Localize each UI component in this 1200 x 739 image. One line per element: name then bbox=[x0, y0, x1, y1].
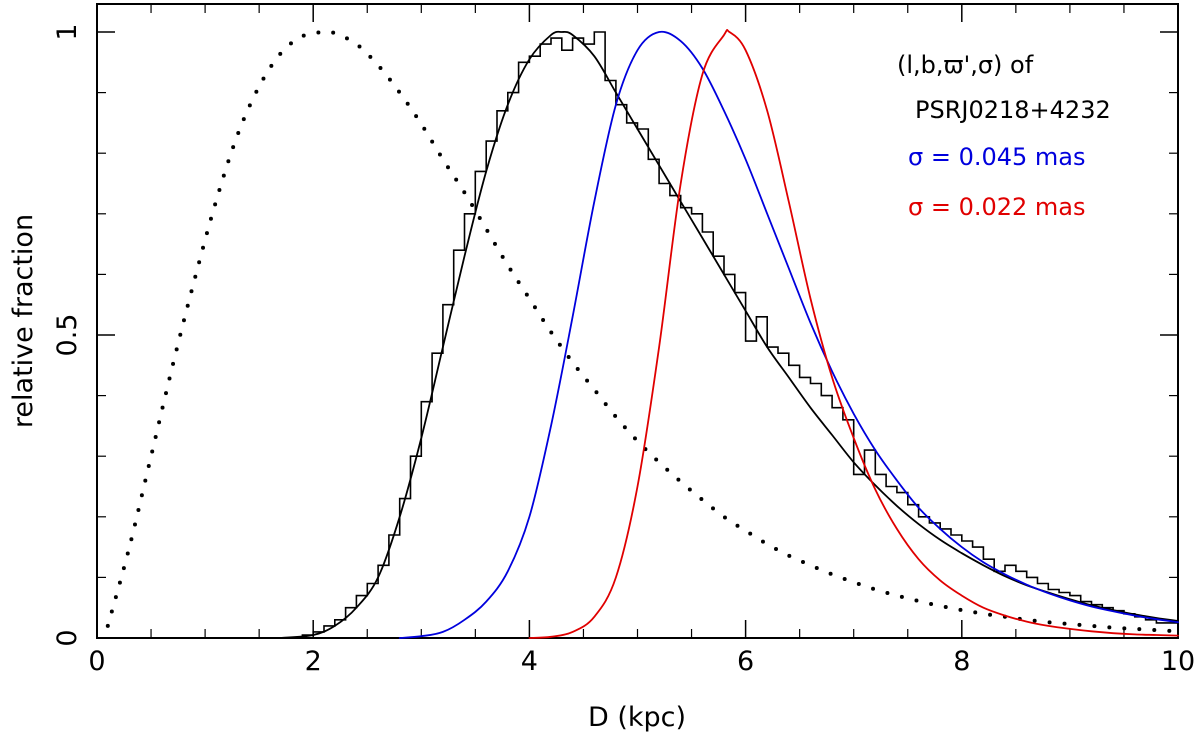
series-0-line bbox=[105, 29, 1180, 634]
x-axis-title: D (kpc) bbox=[588, 702, 686, 733]
x-tick-label: 0 bbox=[88, 646, 105, 677]
histogram-steps bbox=[301, 31, 1178, 638]
series-3-line bbox=[398, 30, 1179, 639]
series-layer bbox=[105, 29, 1180, 639]
ticks bbox=[96, 4, 1179, 639]
y-tick-label: 1 bbox=[52, 23, 83, 40]
legend-red-label: σ = 0.022 mas bbox=[908, 193, 1086, 221]
legend-blue-label: σ = 0.045 mas bbox=[908, 143, 1086, 171]
tick-labels: 0 2 4 6 8 10 0 0.5 1 bbox=[52, 23, 1195, 677]
y-axis-title: relative fraction bbox=[8, 214, 39, 428]
annotation-params: (l,b,ϖ',σ) of bbox=[897, 51, 1034, 79]
x-tick-label: 4 bbox=[521, 646, 538, 677]
annotation-pulsar: PSRJ0218+4232 bbox=[915, 96, 1111, 124]
x-tick-label: 8 bbox=[953, 646, 970, 677]
series-4-line bbox=[528, 29, 1179, 639]
y-tick-label: 0.5 bbox=[52, 314, 83, 357]
x-tick-label: 2 bbox=[305, 646, 322, 677]
y-tick-label: 0 bbox=[52, 629, 83, 646]
x-tick-label: 6 bbox=[737, 646, 754, 677]
x-tick-label: 10 bbox=[1161, 646, 1195, 677]
